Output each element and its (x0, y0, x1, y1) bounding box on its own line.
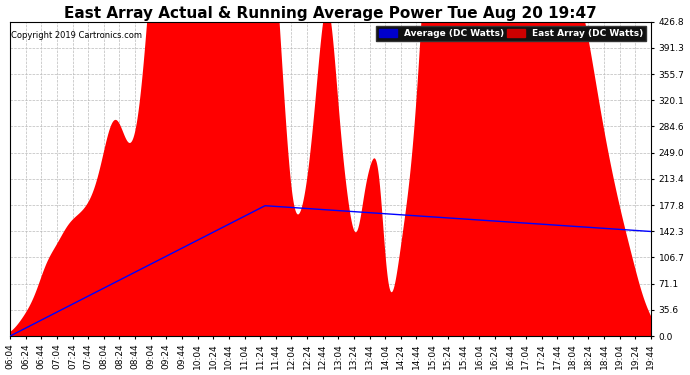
Text: Copyright 2019 Cartronics.com: Copyright 2019 Cartronics.com (11, 31, 142, 40)
Title: East Array Actual & Running Average Power Tue Aug 20 19:47: East Array Actual & Running Average Powe… (64, 6, 597, 21)
Legend: Average (DC Watts), East Array (DC Watts): Average (DC Watts), East Array (DC Watts… (376, 26, 647, 41)
